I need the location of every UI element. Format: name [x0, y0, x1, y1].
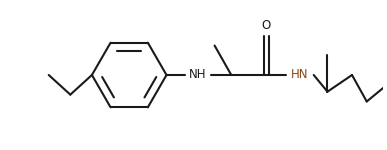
Text: NH: NH — [189, 69, 207, 81]
Text: HN: HN — [291, 69, 309, 81]
Text: O: O — [261, 20, 270, 32]
